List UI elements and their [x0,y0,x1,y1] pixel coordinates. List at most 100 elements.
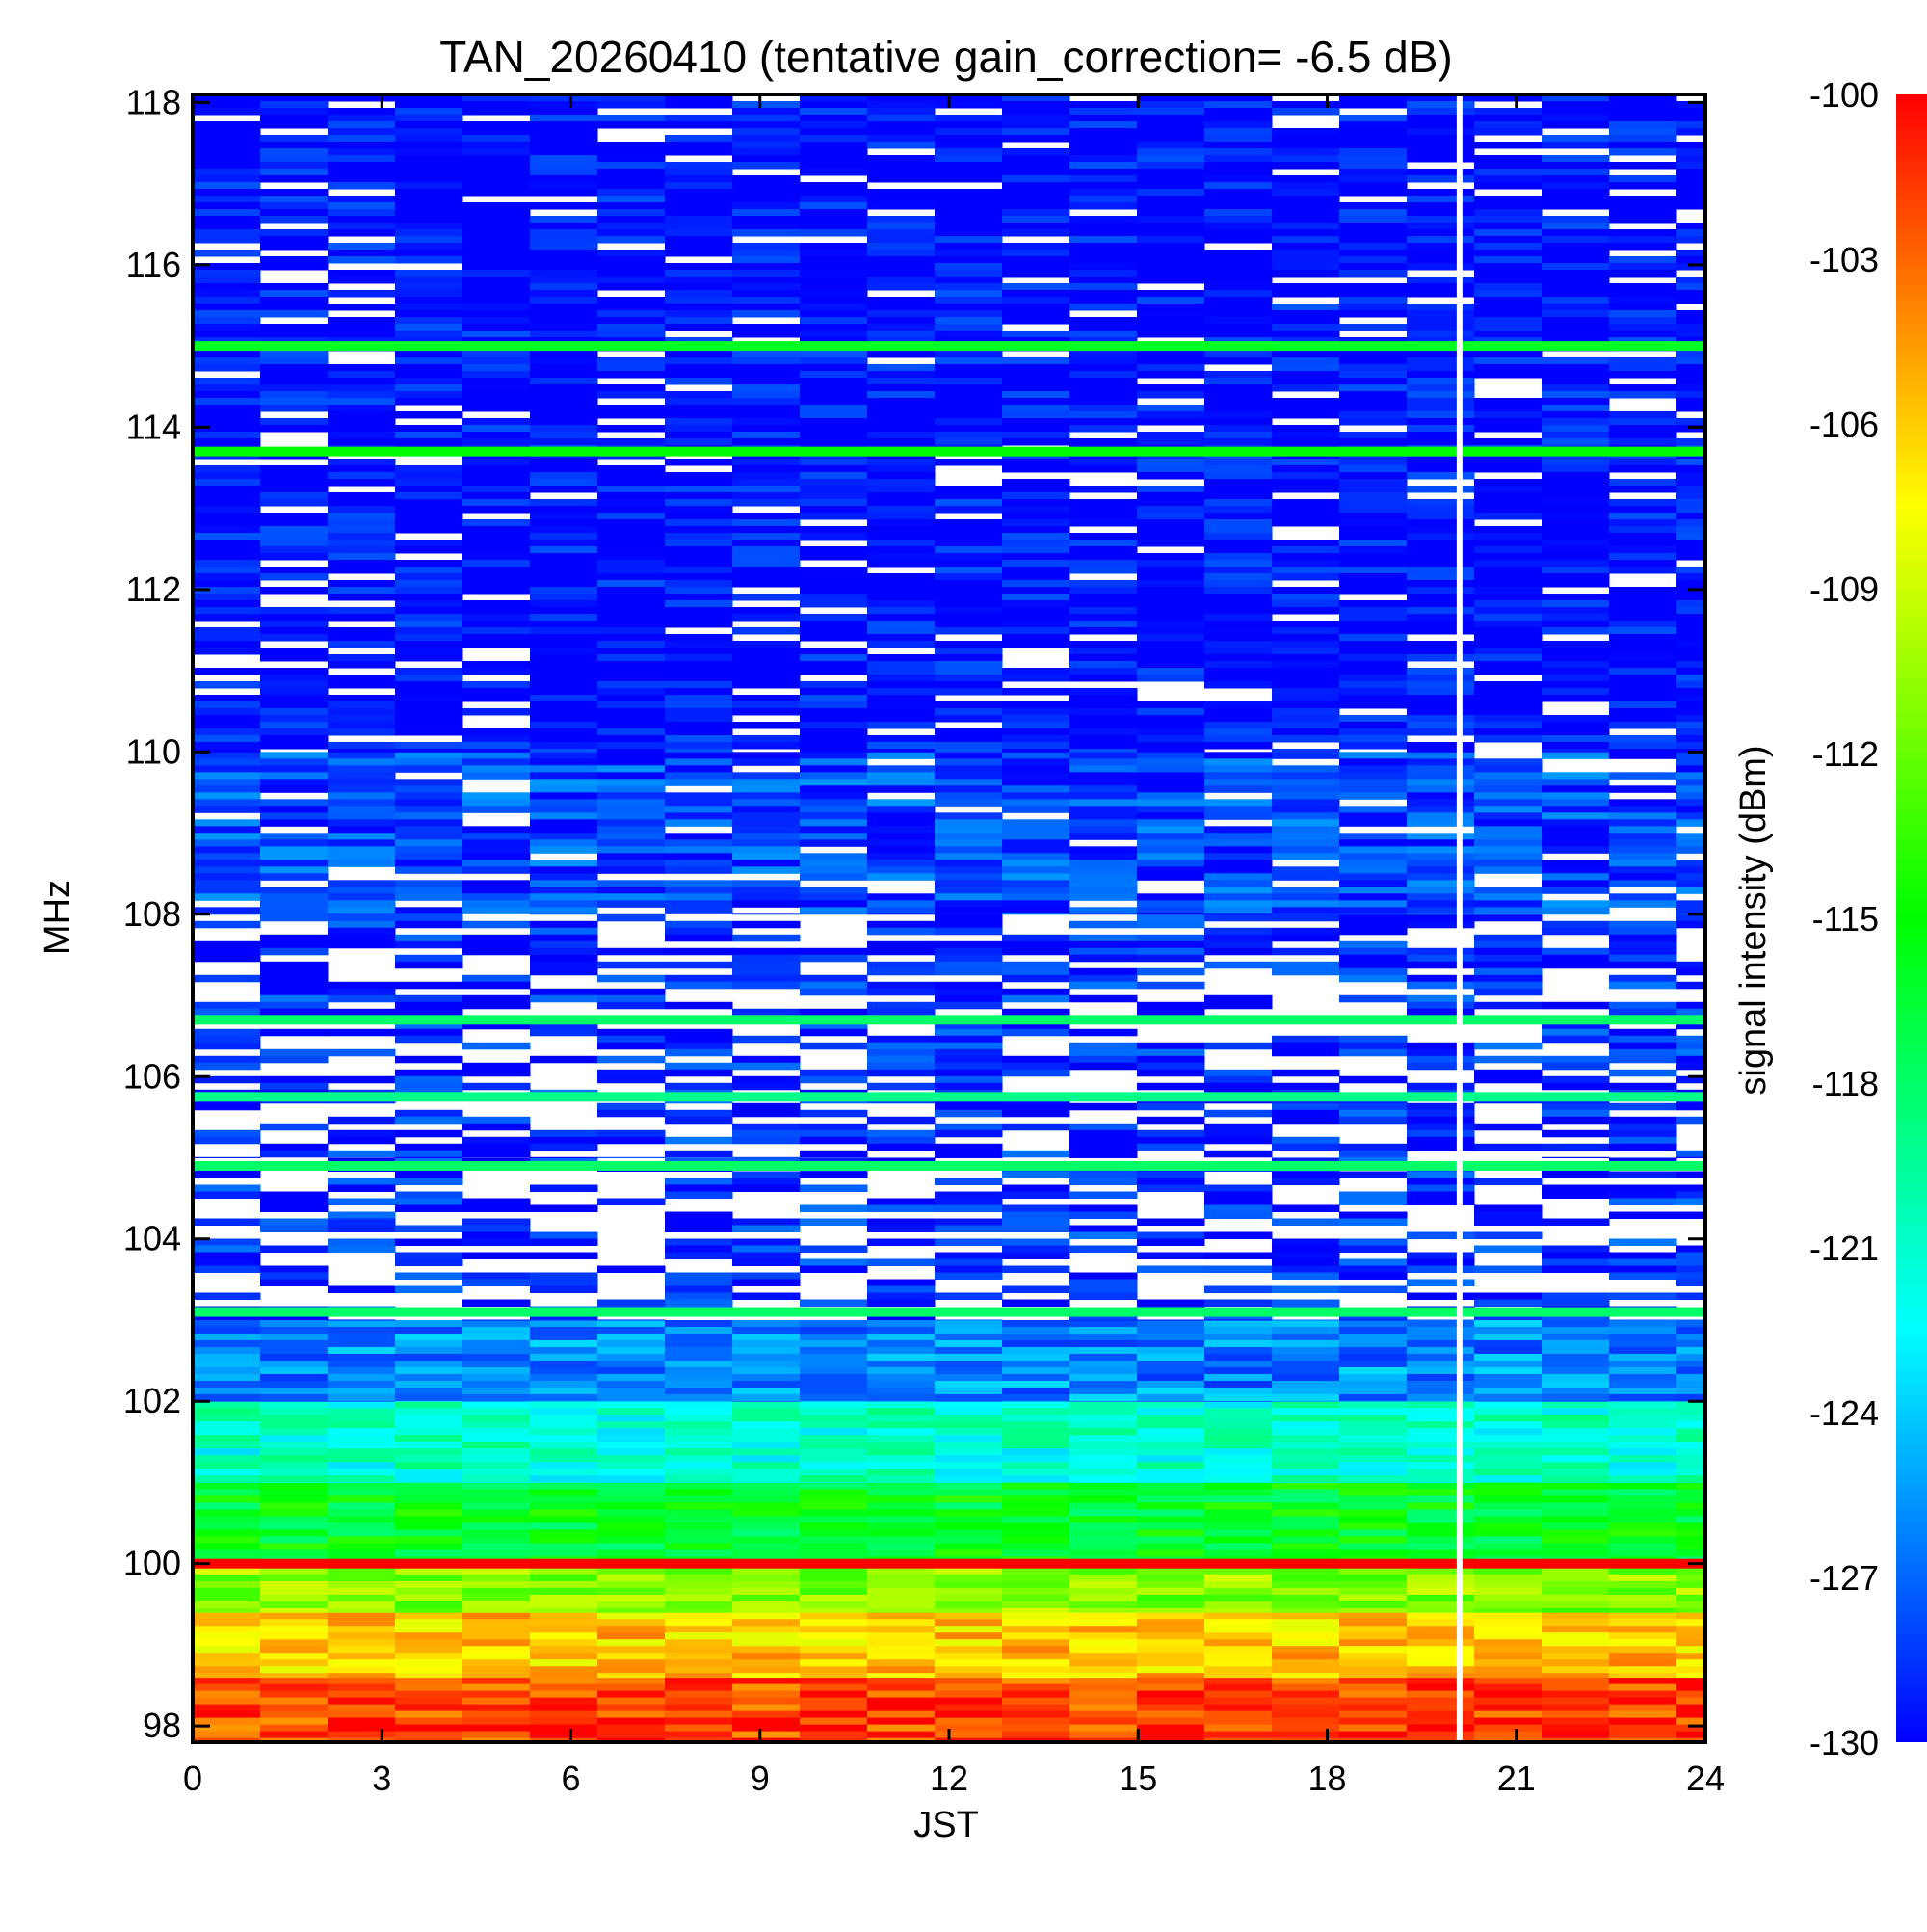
heatmap-cell [1272,317,1340,325]
heatmap-cell [530,297,598,304]
heatmap-cell [1069,1319,1138,1321]
heatmap-cell [1609,297,1677,304]
heatmap-cell [328,1245,396,1253]
heatmap-cell [1407,1639,1475,1647]
heatmap-cell [462,668,531,675]
heatmap-cell [530,128,598,136]
heatmap-cell [1204,1509,1273,1517]
heatmap-cell [530,560,598,568]
heatmap-cell [597,722,666,729]
heatmap-cell [800,1482,868,1490]
heatmap-cell [665,947,733,956]
heatmap-cell [1272,283,1340,291]
heatmap-cell [530,1462,598,1469]
heatmap-cell [867,263,936,271]
heatmap-cell [800,250,868,257]
heatmap-cell [328,1522,396,1530]
heatmap-cell [1204,209,1273,217]
heatmap-cell [1609,1522,1677,1530]
heatmap-cell [665,169,733,176]
heatmap-cell [732,519,801,527]
heatmap-cell [1002,546,1070,554]
heatmap-cell [1609,1198,1677,1205]
heatmap-cell [1474,1626,1543,1633]
heatmap-cell [1137,526,1205,534]
heatmap-cell [1137,860,1205,867]
heatmap-cell [1474,1587,1543,1596]
heatmap-cell [1339,1639,1408,1647]
heatmap-cell [732,526,801,534]
heatmap-cell [395,1594,463,1602]
heatmap-cell [732,196,801,203]
heatmap-cell [935,277,1003,284]
heatmap-cell [328,913,396,922]
heatmap-cell [1272,715,1340,723]
heatmap-cell [530,779,598,786]
heatmap-cell [867,1522,936,1530]
heatmap-cell [462,1731,531,1739]
heatmap-cell [665,546,733,554]
heatmap-cell [260,209,329,217]
heatmap-cell [867,600,936,608]
colorbar-tick-label: -121 [1809,1229,1879,1268]
heatmap-cell [800,94,868,102]
heatmap-cell [1339,384,1408,392]
heatmap-cell [395,913,463,922]
heatmap-cell [462,681,531,689]
heatmap-cell [395,1666,463,1674]
heatmap-cell [395,1346,463,1355]
heatmap-cell [1272,900,1340,908]
heatmap-cell [395,749,463,753]
heatmap-cell [1474,1724,1543,1733]
heatmap-cell [732,513,801,520]
heatmap-cell [193,351,261,358]
heatmap-cell [395,567,463,574]
heatmap-cell [1542,1028,1610,1037]
heatmap-cell [935,1677,1003,1685]
heatmap-cell [867,654,936,662]
heatmap-cell [1069,1594,1138,1602]
heatmap-cell [1204,526,1273,534]
heatmap-cell [1272,573,1340,581]
heatmap-cell [328,742,396,750]
heatmap-cell [395,708,463,716]
heatmap-cell [395,833,463,840]
heatmap-cell [328,853,396,860]
heatmap-cell [1069,1677,1138,1685]
heatmap-cell [1474,1339,1543,1348]
heatmap-cell [935,1653,1003,1660]
heatmap-cell [462,459,531,466]
heatmap-cell [1676,526,1706,534]
heatmap-cell [665,364,733,372]
heatmap-cell [1407,1292,1475,1300]
heatmap-cell [328,695,396,702]
heatmap-cell [193,1062,261,1071]
heatmap-cell [1272,893,1340,901]
heatmap-cell [260,1594,329,1602]
heatmap-cell [867,927,936,936]
heatmap-cell [193,1455,261,1463]
heatmap-cell [597,297,666,304]
heatmap-cell [1204,735,1273,743]
heatmap-cell [193,1683,261,1692]
heatmap-cell [935,560,1003,568]
heatmap-cell [800,1319,868,1328]
heatmap-cell [597,627,666,635]
heatmap-cell [260,297,329,304]
heatmap-cell [328,1653,396,1660]
heatmap-cell [1407,223,1475,230]
heatmap-cell [867,1387,936,1395]
heatmap-cell [1069,1401,1138,1409]
heatmap-cell [1272,722,1340,729]
heatmap-cell [1002,1028,1070,1037]
heatmap-cell [1676,1292,1706,1300]
heatmap-cell [1002,715,1070,723]
heatmap-cell [530,357,598,365]
heatmap-cell [597,94,666,102]
heatmap-cell [193,1619,261,1627]
heatmap-cell [530,479,598,487]
heatmap-cell [1137,1509,1205,1517]
heatmap-cell [530,819,598,827]
heatmap-cell [867,283,936,291]
heatmap-cell [867,1724,936,1733]
